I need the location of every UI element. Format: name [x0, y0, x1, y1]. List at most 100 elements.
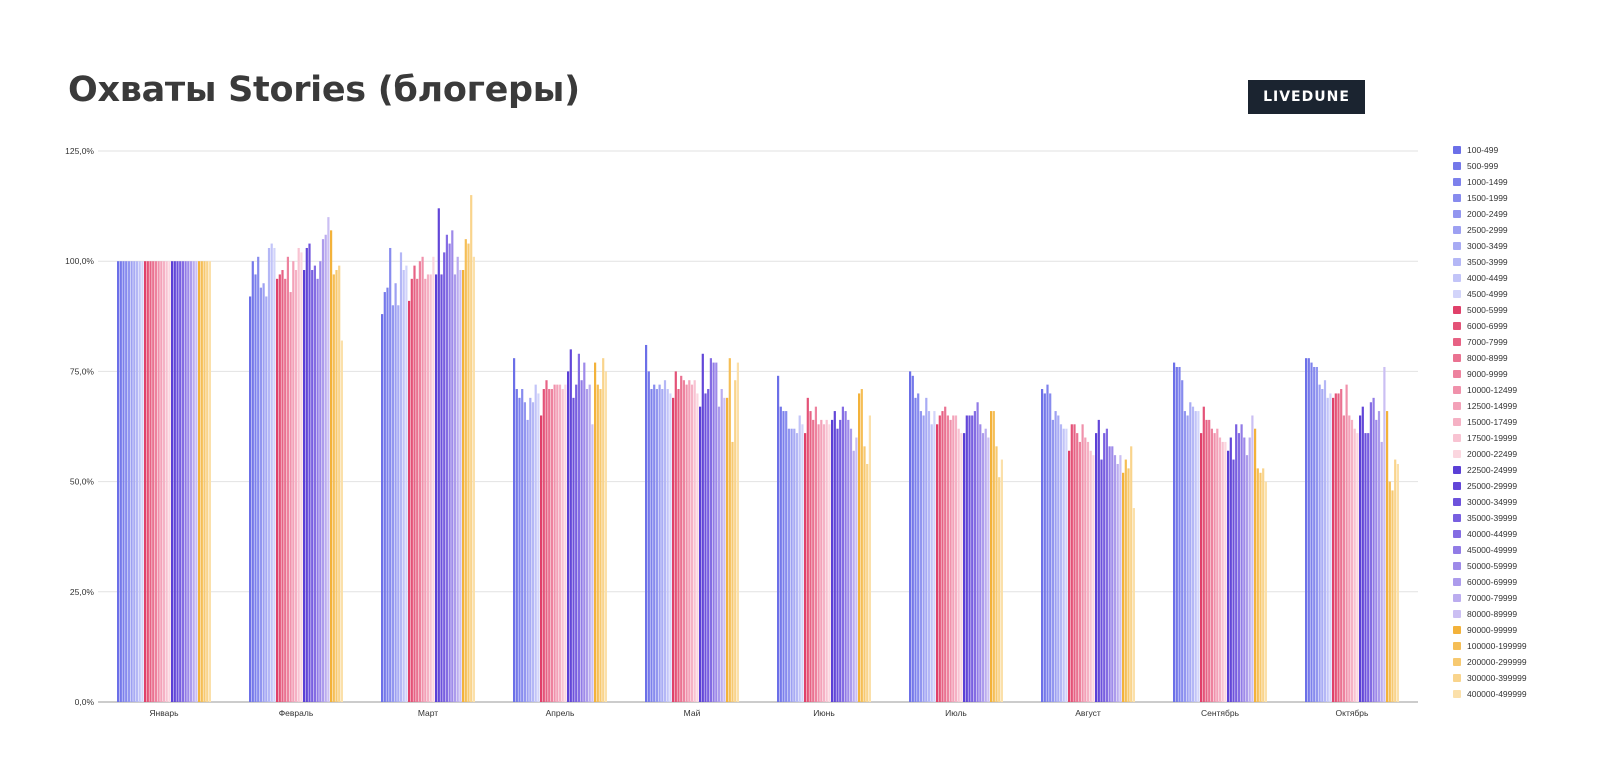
- bar: [440, 274, 443, 702]
- bar: [798, 415, 801, 702]
- bar: [1111, 446, 1114, 702]
- legend-swatch: [1453, 146, 1461, 154]
- bar: [963, 433, 966, 702]
- bar: [1251, 415, 1254, 702]
- bar: [397, 305, 400, 702]
- bar: [251, 261, 254, 702]
- bar: [418, 261, 421, 702]
- bar: [1323, 380, 1327, 702]
- bar: [1264, 481, 1267, 702]
- bar: [1200, 433, 1203, 702]
- legend-swatch: [1453, 674, 1461, 682]
- bar: [785, 411, 788, 702]
- bar: [1367, 433, 1370, 702]
- bar: [1310, 362, 1313, 702]
- bar: [1000, 459, 1003, 702]
- bar: [960, 433, 963, 702]
- bar: [526, 419, 529, 702]
- bar: [1194, 411, 1197, 702]
- livedune-logo: LIVEDUNE: [1248, 80, 1365, 114]
- bar: [672, 397, 675, 702]
- bar: [779, 406, 782, 702]
- legend-item: 12500-14999: [1453, 399, 1517, 413]
- bar: [1243, 437, 1246, 702]
- bar: [849, 428, 853, 702]
- bar: [424, 278, 427, 702]
- legend-swatch: [1453, 530, 1461, 538]
- bar: [806, 397, 809, 702]
- legend-swatch: [1453, 466, 1461, 474]
- bar: [1183, 411, 1186, 702]
- bar: [117, 261, 120, 702]
- bar: [690, 384, 694, 702]
- bar: [297, 247, 300, 702]
- bar: [968, 415, 971, 702]
- legend-item: 50000-59999: [1453, 559, 1517, 573]
- bar: [257, 256, 260, 702]
- bar: [553, 384, 556, 702]
- bar: [278, 274, 281, 702]
- bar: [922, 415, 925, 702]
- legend-swatch: [1453, 514, 1461, 522]
- bar: [936, 424, 939, 702]
- bar: [1216, 428, 1219, 702]
- legend-swatch: [1453, 178, 1461, 186]
- bar: [817, 424, 820, 702]
- bar: [445, 234, 448, 702]
- y-tick-label: 100,0%: [65, 256, 94, 266]
- bar: [965, 415, 968, 702]
- bar: [736, 362, 739, 702]
- legend-swatch: [1453, 546, 1461, 554]
- bar: [585, 389, 589, 702]
- bar: [1262, 468, 1265, 702]
- legend-item: 5000-5999: [1453, 303, 1508, 317]
- bar: [701, 353, 704, 702]
- bar: [814, 406, 817, 702]
- bar: [1377, 411, 1381, 702]
- legend-item: 60000-69999: [1453, 575, 1517, 589]
- bar: [472, 256, 475, 702]
- bar: [1224, 441, 1227, 702]
- bar: [602, 358, 605, 702]
- bar: [949, 419, 952, 702]
- bar: [925, 397, 928, 702]
- bar: [822, 424, 826, 702]
- bar: [569, 349, 572, 702]
- bar: [1065, 428, 1068, 702]
- legend-swatch: [1453, 418, 1461, 426]
- bar: [777, 375, 780, 702]
- bar: [1197, 411, 1200, 702]
- bar: [715, 362, 718, 702]
- bar: [866, 463, 869, 702]
- legend-label: 1000-1499: [1467, 177, 1508, 187]
- bar: [273, 247, 276, 702]
- bar: [1122, 472, 1125, 702]
- bar: [1108, 446, 1111, 702]
- bar: [119, 261, 122, 702]
- bar: [594, 362, 597, 702]
- legend-label: 25000-29999: [1467, 481, 1518, 491]
- x-tick-label: Июнь: [813, 708, 835, 718]
- legend-swatch: [1453, 594, 1461, 602]
- bar: [1348, 415, 1351, 702]
- legend-swatch: [1453, 242, 1461, 250]
- bar: [556, 384, 559, 702]
- bar: [1383, 366, 1386, 702]
- bar: [456, 256, 459, 702]
- bar: [1221, 441, 1224, 702]
- bar: [540, 415, 543, 702]
- bar: [1254, 428, 1257, 702]
- bar: [335, 270, 338, 702]
- legend-swatch: [1453, 210, 1461, 218]
- bar: [1326, 397, 1329, 702]
- bar: [577, 353, 580, 702]
- bar: [410, 278, 413, 702]
- bar: [1070, 424, 1073, 702]
- bar: [583, 362, 586, 702]
- x-tick-label: Август: [1075, 708, 1101, 718]
- bar: [1391, 490, 1394, 702]
- legend-swatch: [1453, 338, 1461, 346]
- bar: [1259, 472, 1262, 702]
- bar: [728, 358, 731, 702]
- bar: [470, 195, 473, 702]
